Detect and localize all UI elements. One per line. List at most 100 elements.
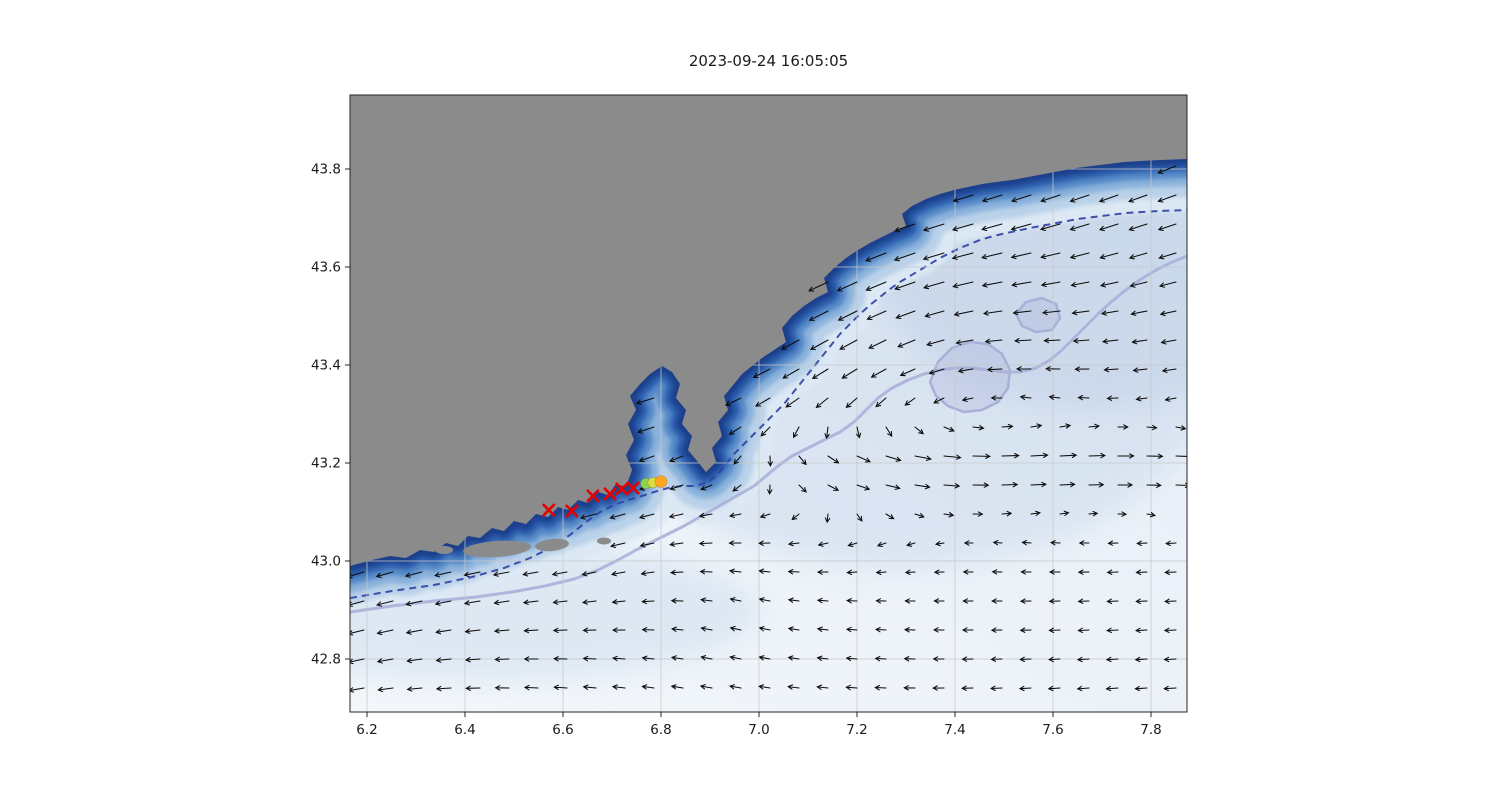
current-arrow	[787, 626, 800, 632]
current-arrow	[639, 542, 655, 548]
current-arrow	[1117, 424, 1129, 430]
current-arrow	[700, 655, 713, 661]
current-arrow	[699, 684, 713, 690]
current-arrow	[552, 627, 568, 634]
x-tick-label: 7.4	[944, 722, 965, 738]
current-arrow	[434, 600, 452, 606]
current-arrow	[377, 686, 394, 693]
current-arrow	[758, 655, 771, 661]
current-arrow	[635, 397, 655, 405]
current-arrow	[894, 223, 916, 233]
current-arrow	[990, 627, 1003, 633]
current-arrows-layer	[350, 165, 1187, 693]
current-arrow	[1100, 281, 1119, 288]
current-arrow	[1030, 452, 1049, 459]
current-arrow	[928, 368, 945, 375]
current-arrow	[523, 656, 539, 662]
current-arrow	[933, 569, 945, 575]
current-arrow	[1105, 656, 1119, 663]
current-arrow	[845, 397, 858, 409]
current-arrow	[904, 569, 916, 575]
current-arrow	[787, 540, 800, 547]
current-arrow	[1157, 165, 1177, 174]
current-arrow	[1047, 685, 1061, 692]
current-arrow	[1074, 366, 1090, 372]
current-arrow	[1117, 453, 1135, 459]
current-arrow	[1132, 367, 1148, 373]
current-arrow	[1043, 337, 1061, 344]
current-arrow	[1048, 569, 1061, 575]
current-arrow	[1164, 569, 1177, 576]
island	[597, 537, 611, 545]
current-arrow	[1019, 394, 1032, 400]
current-arrow	[953, 310, 974, 317]
current-arrow	[1059, 452, 1078, 459]
current-arrow	[669, 484, 684, 491]
current-arrow	[758, 597, 771, 603]
current-arrow	[1001, 423, 1014, 430]
current-arrow	[961, 627, 974, 633]
current-arrow	[1030, 481, 1048, 488]
current-arrow	[729, 655, 742, 661]
current-arrow	[1128, 223, 1148, 232]
current-arrow	[1130, 310, 1148, 316]
current-arrow	[972, 453, 991, 459]
trajectory-x-marker	[615, 482, 629, 496]
current-arrow	[855, 426, 862, 439]
current-arrow	[767, 484, 773, 495]
current-arrow	[1010, 252, 1032, 260]
x-tick-label: 7.8	[1140, 722, 1161, 738]
current-arrow	[943, 512, 955, 518]
current-arrow	[1098, 194, 1119, 203]
current-arrow	[903, 656, 916, 662]
current-arrow	[668, 513, 684, 519]
current-arrow	[906, 541, 916, 547]
current-arrow	[1019, 656, 1032, 663]
current-arrow	[728, 568, 742, 574]
current-arrow	[785, 397, 800, 408]
current-arrow	[494, 656, 510, 663]
current-arrow	[376, 658, 394, 664]
trajectory-x-marker	[542, 503, 556, 517]
current-arrow	[885, 455, 902, 462]
current-arrow	[952, 194, 974, 203]
current-arrow	[1040, 194, 1061, 203]
current-arrow	[780, 339, 800, 350]
release-dot	[654, 475, 668, 489]
current-arrow	[791, 513, 800, 521]
current-arrow	[868, 339, 887, 349]
land-layer	[350, 95, 1187, 566]
current-arrow	[1136, 540, 1148, 547]
map-layers	[350, 95, 1187, 712]
y-tick-label: 43.0	[311, 554, 341, 570]
current-arrow	[1134, 685, 1148, 692]
land-mass	[350, 95, 1187, 566]
current-arrow	[1160, 339, 1177, 345]
current-arrow	[404, 571, 423, 578]
isobath-dashed	[350, 209, 1187, 599]
current-arrow	[815, 397, 829, 409]
current-arrow	[1134, 656, 1148, 663]
current-arrow	[885, 484, 901, 490]
current-arrow	[1099, 252, 1119, 260]
current-arrow	[845, 655, 858, 662]
current-arrow	[899, 368, 916, 377]
current-arrow	[1076, 656, 1090, 663]
current-arrow	[1158, 252, 1177, 260]
current-arrow	[698, 512, 713, 519]
x-tick-label: 7.0	[748, 722, 769, 738]
current-arrow	[752, 368, 771, 379]
current-arrow	[847, 541, 858, 548]
y-tick-label: 42.8	[311, 652, 341, 668]
x-tick-label: 7.6	[1042, 722, 1063, 738]
current-arrow	[1175, 453, 1187, 460]
figure-title: 2023-09-24 16:05:05	[688, 52, 849, 70]
current-arrow	[670, 626, 684, 632]
current-arrow	[991, 569, 1003, 575]
current-arrow	[1048, 656, 1061, 663]
current-arrow	[989, 685, 1003, 692]
current-arrow	[894, 281, 916, 291]
current-arrow	[1077, 569, 1090, 575]
current-arrow	[611, 684, 626, 690]
current-arrow	[943, 454, 962, 460]
